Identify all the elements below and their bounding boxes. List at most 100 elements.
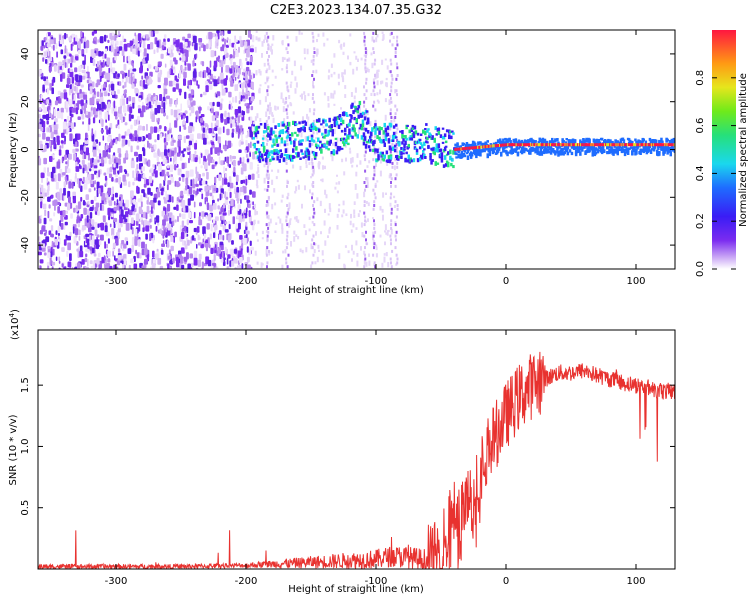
noise-speck <box>200 70 202 78</box>
faint-speck <box>294 190 297 194</box>
signal-core <box>505 143 507 147</box>
signal-core <box>507 143 509 147</box>
faint-speck <box>361 232 364 238</box>
signal-core <box>454 148 456 151</box>
signal-core <box>595 143 598 147</box>
noise-speck <box>96 181 100 190</box>
signal-speck <box>388 145 392 151</box>
streak-speck <box>396 261 399 265</box>
streak-speck <box>267 85 270 89</box>
noise-speck <box>69 253 72 261</box>
noise-speck <box>63 187 66 196</box>
noise-speck <box>92 40 96 44</box>
signal-core <box>485 145 488 149</box>
noise-speck <box>117 73 120 78</box>
noise-speck <box>147 159 151 167</box>
signal-speck <box>579 139 582 144</box>
streak-speck <box>286 204 289 207</box>
noise-speck <box>209 233 212 240</box>
streak-speck <box>396 108 399 112</box>
streak-speck <box>313 47 316 51</box>
signal-speck <box>289 154 293 159</box>
faint-speck <box>342 209 345 214</box>
signal-speck <box>547 150 551 153</box>
noise-speck <box>46 87 49 95</box>
noise-speck <box>79 89 82 94</box>
streak-speck <box>374 184 377 188</box>
streak-speck <box>311 196 313 200</box>
noise-speck <box>98 65 102 71</box>
noise-speck <box>85 194 89 200</box>
streak-speck <box>286 242 289 246</box>
signal-speck <box>405 137 408 141</box>
noise-speck <box>173 235 175 243</box>
noise-speck <box>137 50 140 57</box>
signal-speck <box>419 142 423 145</box>
streak-speck <box>266 77 269 81</box>
noise-speck <box>199 212 201 217</box>
signal-speck <box>525 148 528 152</box>
noise-speck <box>60 215 64 222</box>
noise-speck <box>89 97 93 106</box>
noise-speck <box>100 96 104 103</box>
noise-speck <box>206 223 210 230</box>
signal-core <box>612 143 614 147</box>
noise-speck <box>119 196 121 201</box>
noise-speck <box>164 133 167 138</box>
noise-speck <box>245 195 250 201</box>
streak-speck <box>390 261 392 265</box>
signal-speck <box>269 136 272 141</box>
noise-speck <box>211 115 216 121</box>
noise-speck <box>191 235 195 241</box>
signal-speck <box>505 145 508 149</box>
noise-speck <box>184 60 187 66</box>
signal-core <box>455 147 457 151</box>
signal-speck <box>294 138 297 141</box>
noise-speck <box>82 60 86 65</box>
noise-speck <box>113 111 118 117</box>
streak-speck <box>286 70 289 74</box>
noise-speck <box>182 120 186 125</box>
faint-speck <box>373 166 376 173</box>
signal-core <box>582 143 584 147</box>
faint-speck <box>297 130 300 137</box>
signal-speck <box>516 151 520 155</box>
signal-speck <box>260 156 264 159</box>
noise-speck <box>106 263 111 269</box>
noise-speck <box>55 42 58 49</box>
noise-speck <box>43 252 47 256</box>
streak-speck <box>396 66 399 70</box>
streak-speck <box>312 70 315 74</box>
signal-speck <box>378 130 381 135</box>
signal-speck <box>324 119 327 123</box>
signal-core <box>583 143 585 147</box>
faint-speck <box>330 92 333 99</box>
signal-speck <box>515 144 519 150</box>
noise-speck <box>54 140 56 148</box>
noise-speck <box>56 161 61 169</box>
signal-speck <box>319 140 322 143</box>
signal-speck <box>442 135 446 140</box>
faint-speck <box>300 32 303 35</box>
noise-speck <box>74 56 79 61</box>
noise-speck <box>43 120 46 128</box>
noise-speck <box>194 150 197 154</box>
noise-speck <box>204 149 209 156</box>
noise-speck <box>103 255 106 264</box>
streak-speck <box>363 223 366 227</box>
signal-speck <box>444 140 448 144</box>
signal-core <box>557 143 559 147</box>
noise-speck <box>60 112 64 120</box>
signal-speck <box>302 156 305 159</box>
colorbar: 0.00.20.40.60.8 Normalized spectral ampl… <box>695 30 749 277</box>
signal-speck <box>651 139 655 144</box>
noise-speck <box>65 161 68 165</box>
noise-speck <box>45 229 47 234</box>
signal-core <box>512 143 515 147</box>
noise-speck <box>50 194 54 199</box>
signal-speck <box>570 151 574 156</box>
signal-speck <box>435 144 438 150</box>
signal-speck <box>470 152 474 157</box>
noise-speck <box>78 246 80 250</box>
signal-speck <box>427 144 430 149</box>
